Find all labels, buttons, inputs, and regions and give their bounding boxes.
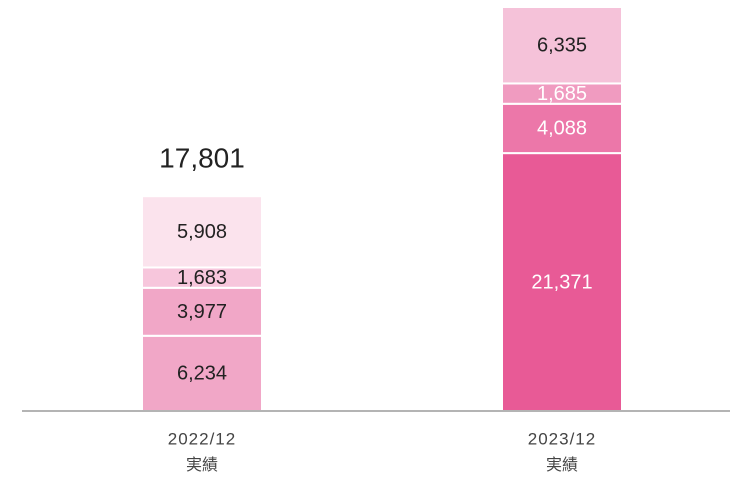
data-label: 6,234 [177,363,227,385]
data-label: 21,371 [531,271,592,293]
bar-segment [141,195,263,269]
bar-segment [501,6,623,85]
x-tick-label: 2022/12 [168,429,236,448]
bar-segment [141,286,263,337]
data-label: 5,908 [177,221,227,243]
x-tick-label: 2023/12 [528,429,596,448]
data-label: 1,683 [177,267,227,289]
x-tick-sublabel: 実績 [186,456,218,474]
x-tick-sublabel: 実績 [546,456,578,474]
bar-segment [141,334,263,413]
data-label: 3,977 [177,301,227,323]
data-label: 6,335 [537,35,587,57]
data-label: 1,685 [537,83,587,105]
total-label: 17,801 [159,143,245,174]
data-label: 4,088 [537,118,587,140]
